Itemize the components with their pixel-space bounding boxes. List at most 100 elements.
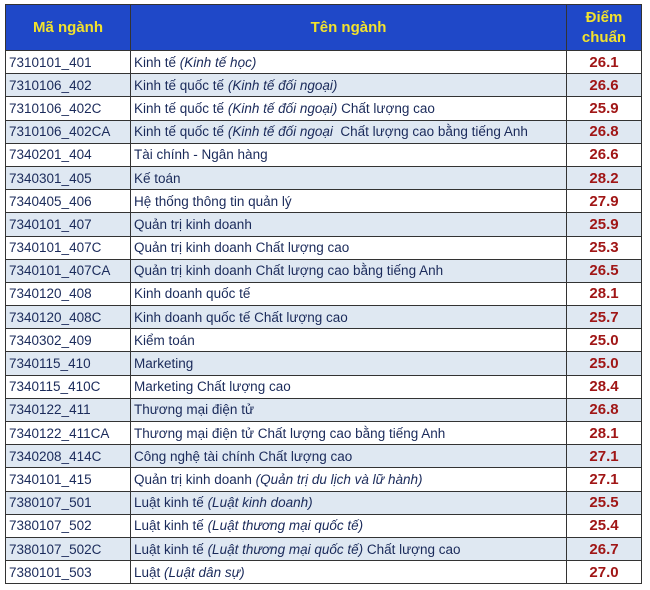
cell-score: 28.1 bbox=[566, 420, 642, 446]
cell-code: 7340120_408C bbox=[5, 305, 131, 330]
table-row: 7380107_501 Luật kinh tế (Luật kinh doanh… bbox=[5, 490, 642, 515]
cell-name: Thương mại điện tử bbox=[130, 397, 567, 423]
table-row: 7310106_402CA Kinh tế quốc tế (Kinh tế đố… bbox=[5, 119, 642, 144]
cell-code: 7340115_410C bbox=[5, 374, 131, 399]
name-italic-part: (Kinh tế đối ngoại) bbox=[227, 77, 338, 93]
name-part: Luật bbox=[134, 564, 165, 580]
cell-code: 7340101_407CA bbox=[5, 258, 131, 283]
cell-code: 7310106_402CA bbox=[5, 119, 131, 144]
name-part: Chất lượng cao bbox=[337, 100, 435, 116]
cell-code: 7380107_501 bbox=[5, 490, 131, 515]
cell-name: Kinh tế (Kinh tế học) bbox=[130, 49, 567, 75]
header-row: Mã ngành Tên ngành Điểm chuẩn bbox=[5, 4, 642, 51]
table-row: 7340101_415 Quản trị kinh doanh (Quản trị… bbox=[5, 467, 642, 492]
cell-score: 27.1 bbox=[566, 444, 642, 469]
cell-score: 25.0 bbox=[566, 328, 642, 353]
cell-score: 25.3 bbox=[566, 235, 642, 260]
cell-code: 7340101_407C bbox=[5, 235, 131, 260]
cell-name: Kinh doanh quốc tế bbox=[130, 281, 567, 307]
name-part: Công nghệ tài chính Chất lượng cao bbox=[134, 448, 353, 464]
name-part: Quản trị kinh doanh Chất lượng cao bbox=[134, 240, 350, 256]
cell-score: 25.5 bbox=[566, 490, 642, 515]
name-part: Thương mại điện tử Chất lượng cao bằng t… bbox=[134, 425, 446, 441]
cell-name: Thương mại điện tử Chất lượng cao bằng t… bbox=[130, 420, 567, 446]
table-row: 7340120_408 Kinh doanh quốc tế 28.1 bbox=[5, 281, 642, 307]
cell-score: 28.2 bbox=[566, 165, 642, 191]
cell-score: 26.6 bbox=[566, 142, 642, 167]
name-part: Thương mại điện tử bbox=[134, 402, 254, 418]
cell-name: Công nghệ tài chính Chất lượng cao bbox=[130, 444, 567, 469]
table-row: 7340302_409 Kiểm toán 25.0 bbox=[5, 328, 642, 353]
cell-score: 26.8 bbox=[566, 119, 642, 144]
admission-scores-table: Mã ngành Tên ngành Điểm chuẩn 7310101_40… bbox=[5, 4, 642, 585]
name-part: Tài chính - Ngân hàng bbox=[134, 147, 268, 163]
header-name: Tên ngành bbox=[130, 4, 567, 51]
name-part: Kế toán bbox=[134, 170, 181, 186]
name-italic-part: (Luật thương mại quốc tế) bbox=[207, 541, 364, 557]
table-body: 7310101_401 Kinh tế (Kinh tế học) 26.1 7310… bbox=[5, 49, 642, 585]
cell-score: 26.1 bbox=[566, 49, 642, 75]
cell-code: 7380101_503 bbox=[5, 560, 131, 585]
name-part: Kinh tế quốc tế bbox=[134, 124, 228, 140]
cell-code: 7340115_410 bbox=[5, 351, 131, 376]
cell-name: Luật kinh tế (Luật kinh doanh) bbox=[130, 490, 567, 515]
table-row: 7340122_411 Thương mại điện tử 26.8 bbox=[5, 397, 642, 423]
cell-name: Hệ thống thông tin quản lý bbox=[130, 189, 567, 214]
table-row: 7340201_404 Tài chính - Ngân hàng 26.6 bbox=[5, 142, 642, 167]
table-row: 7340115_410C Marketing Chất lượng cao 28.4 bbox=[5, 374, 642, 399]
cell-code: 7380107_502C bbox=[5, 536, 131, 562]
name-italic-part: (Luật dân sự) bbox=[164, 564, 245, 580]
table-row: 7340301_405 Kế toán 28.2 bbox=[5, 165, 642, 191]
cell-code: 7340122_411CA bbox=[5, 420, 131, 446]
cell-name: Quản trị kinh doanh Chất lượng cao bằng … bbox=[130, 258, 567, 283]
name-part: Chất lượng cao bằng tiếng Anh bbox=[332, 124, 528, 140]
cell-score: 25.9 bbox=[566, 212, 642, 237]
name-part: Quản trị kinh doanh Chất lượng cao bằng … bbox=[134, 263, 444, 279]
cell-code: 7340120_408 bbox=[5, 281, 131, 307]
name-part: Kinh doanh quốc tế Chất lượng cao bbox=[134, 309, 348, 325]
name-part: Marketing bbox=[134, 356, 194, 372]
name-italic-part: (Kinh tế đối ngoại) bbox=[227, 100, 338, 116]
name-italic-part: (Kinh tế đối ngoại bbox=[227, 124, 333, 140]
cell-code: 7340405_406 bbox=[5, 189, 131, 214]
name-part: Kinh tế bbox=[134, 54, 180, 70]
name-part: Quản trị kinh doanh bbox=[134, 216, 252, 232]
table-row: 7380107_502 Luật kinh tế (Luật thương mại… bbox=[5, 513, 642, 538]
table-row: 7310106_402C Kinh tế quốc tế (Kinh tế đối… bbox=[5, 96, 642, 121]
cell-name: Luật kinh tế (Luật thương mại quốc tế) bbox=[130, 513, 567, 538]
name-part: Marketing Chất lượng cao bbox=[134, 379, 291, 395]
name-part: Kiểm toán bbox=[134, 332, 195, 348]
cell-score: 27.0 bbox=[566, 560, 642, 585]
cell-code: 7340101_415 bbox=[5, 467, 131, 492]
table-row: 7340122_411CA Thương mại điện tử Chất lượ… bbox=[5, 420, 642, 446]
cell-name: Luật (Luật dân sự) bbox=[130, 560, 567, 585]
table-row: 7310101_401 Kinh tế (Kinh tế học) 26.1 bbox=[5, 49, 642, 75]
cell-score: 28.4 bbox=[566, 374, 642, 399]
cell-name: Marketing Chất lượng cao bbox=[130, 374, 567, 399]
cell-score: 25.4 bbox=[566, 513, 642, 538]
cell-score: 25.9 bbox=[566, 96, 642, 121]
name-part: Luật kinh tế bbox=[134, 541, 208, 557]
cell-name: Quản trị kinh doanh (Quản trị du lịch và… bbox=[130, 467, 567, 492]
cell-name: Kinh tế quốc tế (Kinh tế đối ngoại) Chất… bbox=[130, 96, 567, 121]
cell-score: 25.0 bbox=[566, 351, 642, 376]
cell-code: 7340101_407 bbox=[5, 212, 131, 237]
cell-code: 7380107_502 bbox=[5, 513, 131, 538]
table-row: 7340405_406 Hệ thống thông tin quản lý 27.… bbox=[5, 189, 642, 214]
cell-name: Quản trị kinh doanh bbox=[130, 212, 567, 237]
name-part: Kinh tế quốc tế bbox=[134, 77, 228, 93]
cell-name: Tài chính - Ngân hàng bbox=[130, 142, 567, 167]
cell-score: 26.6 bbox=[566, 73, 642, 98]
table-row: 7340115_410 Marketing 25.0 bbox=[5, 351, 642, 376]
name-italic-part: (Quản trị du lịch và lữ hành) bbox=[255, 471, 423, 487]
name-italic-part: (Kinh tế học) bbox=[179, 54, 257, 70]
cell-name: Kinh doanh quốc tế Chất lượng cao bbox=[130, 305, 567, 330]
name-italic-part: (Luật kinh doanh) bbox=[207, 495, 313, 511]
table-row: 7310106_402 Kinh tế quốc tế (Kinh tế đối … bbox=[5, 73, 642, 98]
table-row: 7340101_407 Quản trị kinh doanh 25.9 bbox=[5, 212, 642, 237]
name-part: Chất lượng cao bbox=[363, 541, 461, 557]
cell-name: Kinh tế quốc tế (Kinh tế đối ngoại) bbox=[130, 73, 567, 98]
name-part: Kinh doanh quốc tế bbox=[134, 286, 251, 302]
cell-code: 7340122_411 bbox=[5, 397, 131, 423]
name-part: Hệ thống thông tin quản lý bbox=[134, 193, 292, 209]
